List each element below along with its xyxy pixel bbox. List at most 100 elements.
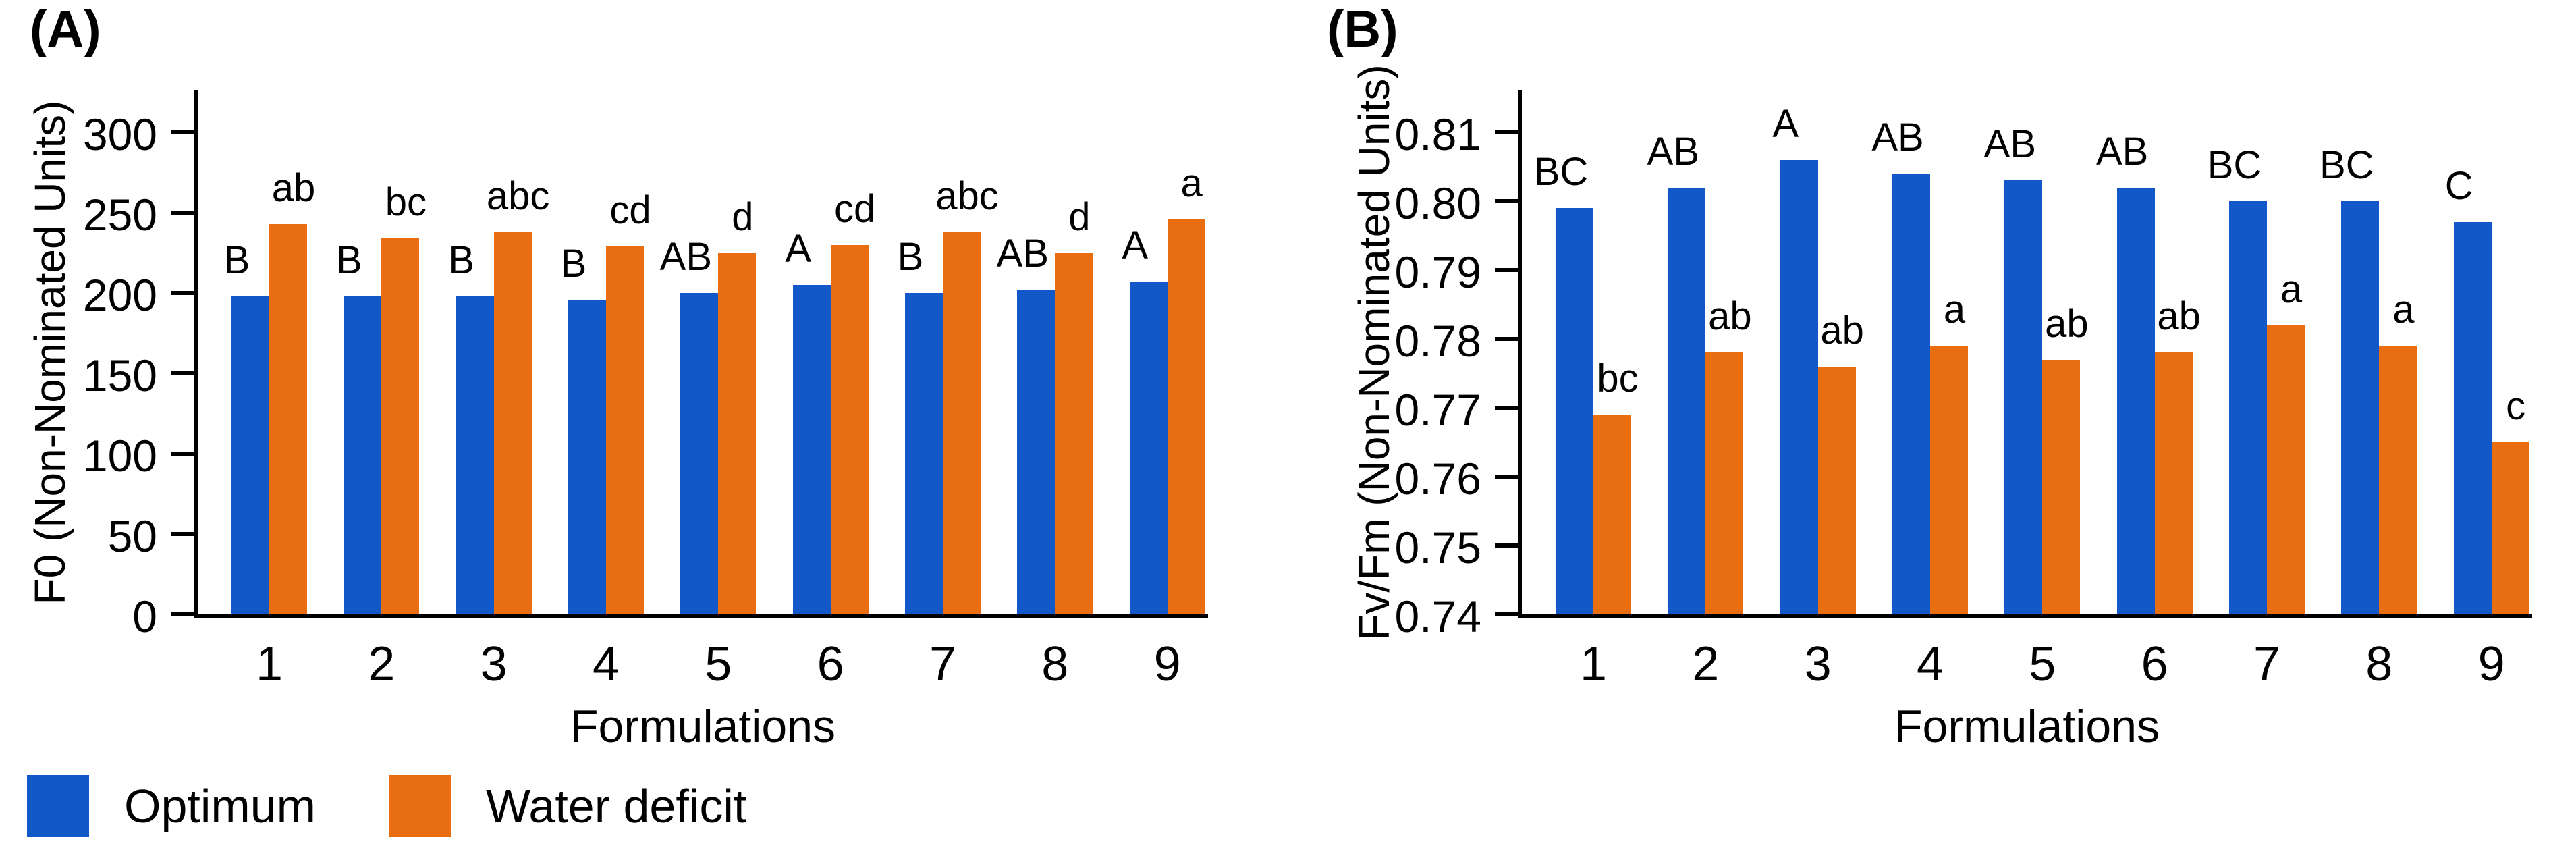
x-tick-label-a-4: 4 [592, 637, 620, 691]
y-tick-b [1495, 543, 1518, 548]
bar-optimum-1 [231, 296, 269, 614]
sig-letter-water-deficit-7: abc [935, 174, 999, 218]
x-axis-title-b: Formulations [1894, 701, 2160, 752]
sig-letter-optimum-8: AB [996, 232, 1049, 276]
bar-water-deficit-9 [2491, 442, 2529, 614]
sig-letter-water-deficit-9: c [2506, 384, 2526, 428]
bar-water-deficit-8 [2379, 346, 2417, 614]
legend-swatch-optimum [27, 775, 89, 837]
bar-optimum-1 [1556, 208, 1593, 614]
bar-optimum-9 [1129, 282, 1168, 614]
sig-letter-water-deficit-1: bc [1597, 356, 1639, 401]
x-tick-label-a-2: 2 [368, 637, 395, 691]
bar-water-deficit-5 [718, 252, 757, 614]
bar-optimum-7 [2229, 201, 2267, 614]
legend-label-optimum: Optimum [124, 780, 316, 832]
y-tick-b [1495, 475, 1518, 479]
bar-water-deficit-1 [1593, 415, 1631, 614]
panel-label-b: (B) [1327, 1, 1398, 58]
x-tick-label-b-4: 4 [1916, 637, 1944, 691]
sig-letter-optimum-7: BC [2207, 143, 2262, 187]
bar-optimum-3 [1780, 159, 1818, 614]
y-tick-a [171, 211, 194, 215]
y-tick-b [1495, 337, 1518, 341]
y-tick-label-a: 0 [132, 591, 157, 641]
bar-optimum-6 [2116, 187, 2155, 614]
bar-water-deficit-5 [2042, 359, 2081, 614]
x-tick-label-a-7: 7 [929, 637, 957, 691]
x-tick-label-a-8: 8 [1041, 637, 1069, 691]
y-tick-b [1495, 406, 1518, 410]
plot-area-a [194, 90, 1208, 618]
y-tick-label-b: 0.76 [1394, 454, 1481, 504]
sig-letter-optimum-5: AB [1983, 122, 2037, 167]
legend-item-water-deficit: Water deficit [388, 775, 746, 837]
y-tick-a [171, 371, 194, 375]
x-tick-label-b-7: 7 [2253, 637, 2281, 691]
sig-letter-optimum-6: AB [2095, 129, 2149, 174]
sig-letter-optimum-1: BC [1533, 150, 1589, 194]
bar-optimum-4 [1892, 174, 1930, 614]
sig-letter-water-deficit-5: ab [2045, 301, 2089, 346]
bar-water-deficit-3 [1817, 366, 1856, 614]
x-tick-label-a-5: 5 [705, 637, 732, 691]
bar-optimum-8 [2341, 201, 2380, 614]
bar-water-deficit-8 [1055, 252, 1093, 614]
y-tick-label-a: 300 [82, 109, 157, 159]
bar-optimum-4 [568, 299, 606, 614]
sig-letter-optimum-7: B [897, 235, 924, 279]
sig-letter-water-deficit-8: d [1068, 194, 1091, 239]
sig-letter-water-deficit-1: ab [271, 165, 316, 210]
sig-letter-optimum-9: A [1122, 223, 1148, 268]
y-tick-label-b: 0.74 [1394, 591, 1481, 641]
bar-water-deficit-1 [269, 223, 307, 614]
y-tick-b [1495, 612, 1518, 616]
bar-water-deficit-3 [493, 232, 532, 614]
bar-optimum-5 [680, 293, 719, 614]
y-axis-title-b: Fv/Fm (Non-Nominated Units) [1350, 63, 1398, 641]
y-tick-label-b: 0.80 [1394, 178, 1481, 228]
sig-letter-optimum-5: AB [659, 235, 713, 279]
x-axis-title-a: Formulations [570, 701, 836, 752]
bar-water-deficit-2 [1705, 352, 1744, 614]
x-tick-label-a-3: 3 [480, 637, 508, 691]
sig-letter-water-deficit-2: ab [1708, 294, 1752, 339]
bar-water-deficit-2 [381, 238, 420, 614]
x-tick-label-b-1: 1 [1579, 637, 1608, 691]
bar-water-deficit-7 [943, 232, 981, 614]
sig-letter-water-deficit-6: ab [2157, 294, 2201, 339]
sig-letter-water-deficit-9: a [1180, 161, 1203, 205]
sig-letter-optimum-4: AB [1871, 115, 1924, 160]
sig-letter-optimum-9: C [2444, 163, 2473, 208]
x-tick-label-b-2: 2 [1692, 637, 1720, 691]
bar-optimum-6 [792, 285, 831, 614]
y-tick-label-b: 0.81 [1394, 109, 1481, 159]
sig-letter-water-deficit-2: bc [385, 180, 427, 225]
y-tick-label-a: 50 [107, 511, 157, 561]
sig-letter-optimum-6: A [785, 227, 811, 271]
y-tick-a [171, 532, 194, 536]
sig-letter-water-deficit-6: cd [834, 186, 876, 231]
bar-optimum-2 [1668, 187, 1706, 614]
bar-optimum-8 [1017, 290, 1056, 614]
y-tick-b [1495, 130, 1518, 134]
x-tick-label-a-6: 6 [817, 637, 844, 691]
y-tick-label-b: 0.77 [1394, 385, 1481, 435]
bar-optimum-2 [344, 296, 382, 614]
bar-water-deficit-7 [2267, 325, 2305, 614]
bar-optimum-7 [905, 293, 943, 614]
x-tick-label-b-3: 3 [1804, 637, 1832, 691]
bar-optimum-9 [2453, 221, 2492, 614]
y-tick-label-b: 0.75 [1394, 523, 1481, 572]
y-tick-label-a: 200 [82, 270, 157, 320]
sig-letter-optimum-3: B [448, 238, 474, 282]
y-tick-a [171, 612, 194, 616]
bar-water-deficit-4 [1930, 346, 1968, 614]
x-tick-label-b-5: 5 [2029, 637, 2056, 691]
bar-water-deficit-9 [1167, 219, 1205, 614]
sig-letter-optimum-2: B [335, 238, 362, 282]
x-tick-label-b-8: 8 [2365, 637, 2393, 691]
sig-letter-water-deficit-8: a [2392, 288, 2415, 332]
sig-letter-optimum-2: AB [1647, 129, 1700, 174]
